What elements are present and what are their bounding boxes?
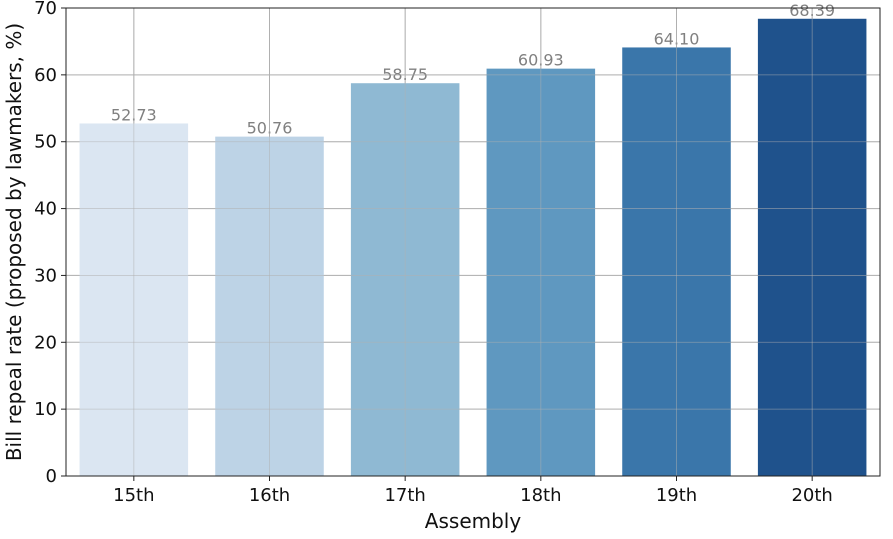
y-tick-label: 10 — [34, 399, 57, 420]
y-tick-label: 40 — [34, 199, 57, 220]
y-tick-label: 60 — [34, 65, 57, 86]
y-tick-label: 30 — [34, 265, 57, 286]
x-tick-label: 15th — [113, 485, 154, 506]
y-axis-title: Bill repeal rate (proposed by lawmakers,… — [2, 23, 26, 461]
y-tick-label: 50 — [34, 132, 57, 153]
x-tick-label: 16th — [249, 485, 290, 506]
y-tick-label: 20 — [34, 332, 57, 353]
x-tick-label: 18th — [520, 485, 561, 506]
plot-frame — [65, 7, 881, 477]
x-tick-label: 17th — [384, 485, 425, 506]
x-tick-label: 19th — [656, 485, 697, 506]
y-tick-label: 0 — [46, 466, 57, 487]
y-tick-label: 70 — [34, 0, 57, 19]
x-axis-title: Assembly — [425, 509, 522, 533]
x-tick-label: 20th — [791, 485, 832, 506]
bars — [79, 18, 867, 477]
axes: 0 10 20 30 40 50 60 70 15th 16th 17th 18th 19th 20th — [34, 0, 881, 506]
